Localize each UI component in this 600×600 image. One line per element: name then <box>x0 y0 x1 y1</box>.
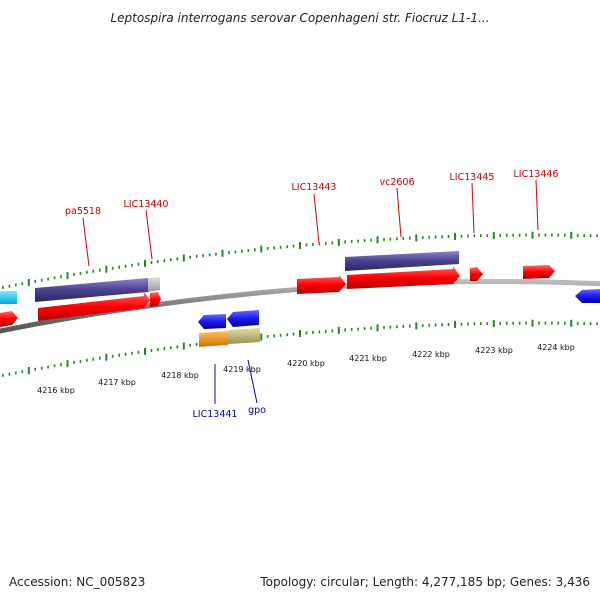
label-leader <box>471 182 475 234</box>
tick-label: 4219 kbp <box>223 365 261 374</box>
label-leader <box>313 193 320 244</box>
label-leader <box>247 359 258 404</box>
gene-label[interactable]: LIC13445 <box>450 172 495 183</box>
reverse-gene-labels: LIC13441 gpo <box>193 359 266 420</box>
cds-arrow[interactable] <box>297 275 346 294</box>
accession-text: Accession: NC_005823 <box>9 575 145 589</box>
reverse-gene-arrow[interactable] <box>575 289 600 303</box>
forward-strand-features <box>0 251 555 327</box>
gene-label[interactable]: gpo <box>248 405 266 416</box>
reverse-strand-features <box>198 289 600 347</box>
cds-arrow[interactable] <box>0 311 18 327</box>
position-tick-labels: 4216 kbp 4217 kbp 4218 kbp 4219 kbp 4220… <box>37 343 575 395</box>
genome-summary-text: Topology: circular; Length: 4,277,185 bp… <box>259 575 590 589</box>
label-leader <box>145 209 153 260</box>
reverse-gene-arrow[interactable] <box>198 314 226 329</box>
gene-bar[interactable] <box>345 251 459 271</box>
lower-tick-row <box>2 319 598 377</box>
tick-label: 4222 kbp <box>412 350 450 359</box>
label-leader <box>535 179 539 231</box>
cyan-feature[interactable] <box>0 291 17 304</box>
label-leader <box>396 187 402 238</box>
map-title: Leptospira interrogans serovar Copenhage… <box>110 11 489 25</box>
tick-label: 4216 kbp <box>37 386 75 395</box>
grey-feature[interactable] <box>148 277 160 292</box>
gene-label[interactable]: LIC13443 <box>292 182 337 193</box>
gene-label[interactable]: LIC13446 <box>514 169 559 180</box>
gene-bar[interactable] <box>35 278 148 302</box>
tick-label: 4220 kbp <box>287 359 325 368</box>
gene-label[interactable]: vc2606 <box>379 177 414 188</box>
tick-label: 4224 kbp <box>537 343 575 352</box>
cds-arrow[interactable] <box>38 292 150 321</box>
upper-tick-row <box>2 231 598 289</box>
tick-label: 4218 kbp <box>161 371 199 380</box>
cds-arrow[interactable] <box>150 292 161 307</box>
orange-feature[interactable] <box>199 331 228 347</box>
label-leader <box>82 217 90 267</box>
reverse-gene-arrow[interactable] <box>227 310 259 327</box>
gene-label[interactable]: LIC13440 <box>124 199 169 210</box>
cds-arrow[interactable] <box>347 266 460 289</box>
gene-label[interactable]: LIC13441 <box>193 409 238 420</box>
cds-arrow[interactable] <box>523 265 555 279</box>
tick-label: 4221 kbp <box>349 354 387 363</box>
olive-feature[interactable] <box>228 328 260 344</box>
cds-arrow[interactable] <box>470 267 483 281</box>
tick-label: 4223 kbp <box>475 346 513 355</box>
forward-gene-labels: pa5518 LIC13440 LIC13443 vc2606 LIC13445… <box>65 169 559 267</box>
tick-label: 4217 kbp <box>98 378 136 387</box>
gene-label[interactable]: pa5518 <box>65 206 101 217</box>
